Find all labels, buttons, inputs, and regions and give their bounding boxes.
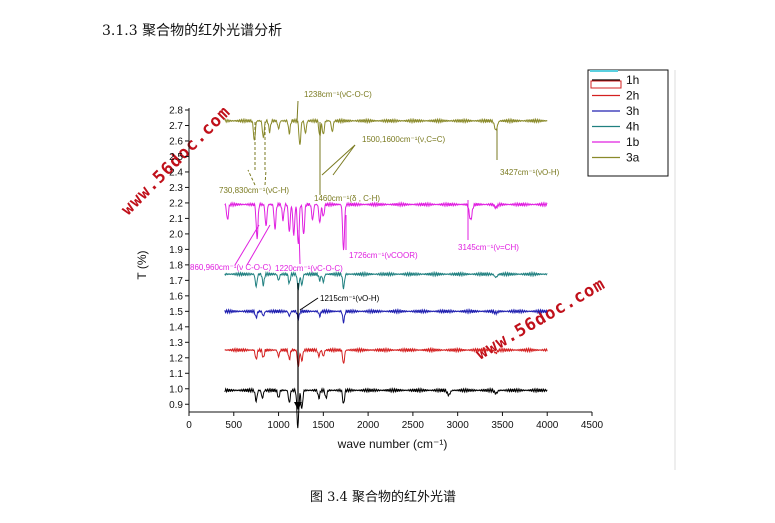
annotation-label: 860,960cm⁻¹(ν C-O-C) (190, 263, 271, 272)
y-tick-label: 2.0 (169, 229, 183, 240)
x-tick-label: 3500 (491, 420, 514, 431)
y-tick-label: 2.2 (169, 198, 183, 209)
y-tick-label: 1.5 (169, 307, 183, 318)
annotation-pointer (299, 297, 319, 311)
series-line-2h (224, 346, 548, 368)
annotation-pointer (332, 144, 356, 176)
y-tick-label: 1.9 (169, 245, 183, 256)
y-tick-label: 2.7 (169, 121, 183, 132)
y-tick-label: 1.7 (169, 276, 183, 287)
x-tick-label: 1000 (267, 420, 290, 431)
annotation-label: 3145cm⁻¹(ν=CH) (458, 243, 519, 252)
y-tick-label: 1.2 (169, 353, 183, 364)
plot-axes: 0 500 1000 1500 2000 2500 3000 3500 4000 4500 0.9 1… (135, 106, 604, 452)
y-tick-label: 1.6 (169, 291, 183, 302)
x-tick-label: 1500 (312, 420, 335, 431)
y-tick-label: 2.6 (169, 136, 183, 147)
annotation-label: 1215cm⁻¹(νO-H) (320, 294, 380, 303)
series-layer (224, 117, 548, 429)
annotation-label: 1238cm⁻¹(νC-O-C) (304, 90, 372, 99)
annotation-pointer (234, 224, 260, 266)
section-heading: 3.1.3 聚合物的红外光谱分析 (102, 23, 283, 39)
legend-label-2h: 2h (626, 89, 639, 103)
x-tick-label: 4500 (581, 420, 604, 431)
legend-label-3a: 3a (626, 151, 640, 165)
y-tick-label: 2.1 (169, 214, 183, 225)
y-tick-label: 1.3 (169, 338, 183, 349)
legend-selection-frame (590, 80, 622, 89)
y-tick-label: 1.8 (169, 260, 183, 271)
series-line-4h (224, 270, 548, 291)
annotation-pointer (321, 144, 356, 176)
annotation-layer: 1238cm⁻¹(νC-O-C) 1500,1600cm⁻¹(ν,C=C) 730,… (190, 90, 560, 410)
annotation-label: 1500,1600cm⁻¹(ν,C=C) (362, 135, 445, 144)
annotation-pointer (296, 100, 299, 123)
series-line-1b (224, 201, 548, 251)
y-axis-title: T (%) (135, 250, 149, 279)
y-tick-label: 2.8 (169, 106, 183, 117)
x-tick-label: 2500 (402, 420, 425, 431)
annotation-pointer (264, 169, 267, 186)
annotation-label: 1460cm⁻¹(δ , C-H) (314, 194, 380, 203)
y-tick-label: 2.4 (169, 167, 183, 178)
annotation-label: 1220cm⁻¹(νC-O-C) (275, 264, 343, 273)
legend-label-3h: 3h (626, 104, 639, 118)
x-tick-label: 4000 (536, 420, 559, 431)
annotation-pointer (298, 229, 301, 265)
legend-label-1b: 1b (626, 135, 640, 149)
annotation-pointer (246, 224, 271, 266)
series-line-1h (224, 387, 548, 429)
series-line-3a (224, 117, 548, 145)
y-tick-label: 1.0 (169, 384, 183, 395)
y-tick-label: 1.4 (169, 322, 183, 333)
annotation-pointer (247, 169, 256, 186)
series-line-3h (224, 308, 548, 324)
legend-label-4h: 4h (626, 120, 639, 134)
annotation-label: 3427cm⁻¹(νO-H) (500, 168, 560, 177)
y-tick-label: 2.5 (169, 152, 183, 163)
annotation-label: 1726cm⁻¹(νCOOR) (349, 251, 418, 260)
y-tick-label: 1.1 (169, 369, 183, 380)
x-tick-label: 3000 (447, 420, 470, 431)
y-tick-label: 0.9 (169, 400, 183, 411)
y-tick-label: 2.3 (169, 183, 183, 194)
annotation-arrowhead (294, 402, 302, 410)
x-axis-title: wave number (cm⁻¹) (337, 437, 448, 451)
annotation-label: 730,830cm⁻¹(νC-H) (219, 186, 289, 195)
x-tick-label: 500 (225, 420, 242, 431)
figure-caption: 图 3.4 聚合物的红外光谱 (310, 490, 456, 505)
x-tick-label: 2000 (357, 420, 380, 431)
legend-label-1h: 1h (626, 73, 639, 87)
x-tick-label: 0 (186, 420, 192, 431)
